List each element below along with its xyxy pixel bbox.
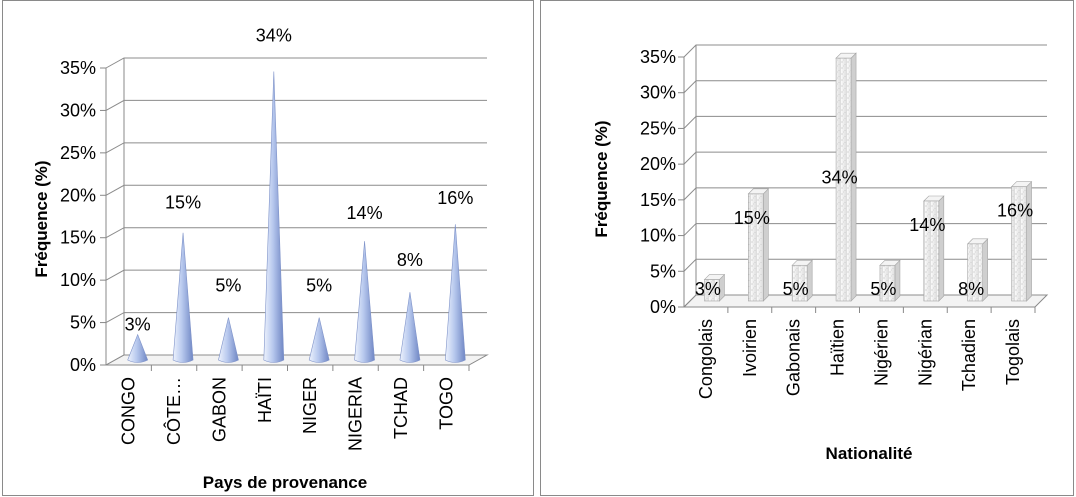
x-tick-label: Togolais xyxy=(1003,319,1023,385)
cone-bar xyxy=(172,232,194,363)
chart-floor xyxy=(682,294,1049,308)
x-tick-label: Tchadien xyxy=(959,319,979,391)
data-label: 14% xyxy=(909,215,945,235)
x-tick-label: CONGO xyxy=(119,377,139,445)
data-label: 16% xyxy=(437,188,473,208)
x-tick-label: Ivoirien xyxy=(740,319,760,377)
cone-bar xyxy=(127,333,149,363)
column-bar xyxy=(879,259,901,302)
data-label: 34% xyxy=(256,25,292,45)
data-label: 5% xyxy=(870,279,896,299)
gridline xyxy=(683,187,1047,201)
data-label: 8% xyxy=(958,279,984,299)
gridline xyxy=(105,312,487,324)
column-bar xyxy=(791,259,813,302)
x-axis-title: Nationalité xyxy=(826,444,913,463)
y-tick-label: 25% xyxy=(60,143,96,163)
gridline xyxy=(683,258,1047,272)
y-tick-label: 0% xyxy=(70,355,96,375)
x-tick-label: NIGERIA xyxy=(346,377,366,451)
column-bar xyxy=(966,238,989,302)
data-label: 3% xyxy=(125,315,151,335)
data-label: 16% xyxy=(997,201,1033,221)
gridline xyxy=(105,184,487,196)
x-tick-label: Congolais xyxy=(696,319,716,399)
y-tick-label: 35% xyxy=(60,58,96,78)
y-tick-label: 15% xyxy=(60,228,96,248)
x-tick-label: Gabonais xyxy=(784,319,804,396)
x-tick-label: CÔTE… xyxy=(163,377,184,445)
column-front xyxy=(923,200,940,302)
column-front xyxy=(748,193,764,302)
gridline xyxy=(105,99,487,111)
chart-panel-origin: 0% 5% 10% 15% 20% 25% 30% 35% 3% 15% 5% 34% 5% 14% 8%… xyxy=(2,0,534,496)
cone-bar xyxy=(308,317,330,363)
x-tick-label: NIGER xyxy=(300,377,320,434)
x-tick-label: TOGO xyxy=(436,377,456,430)
column-bar xyxy=(747,188,770,302)
data-label: 14% xyxy=(347,203,383,223)
gridline xyxy=(683,44,1047,58)
data-label: 5% xyxy=(215,276,241,296)
data-label: 34% xyxy=(822,168,858,188)
column-side xyxy=(1026,180,1032,302)
y-tick-label: 30% xyxy=(60,100,96,120)
column-front xyxy=(879,264,896,302)
column-front xyxy=(791,264,808,302)
x-tick-label: HAÏTI xyxy=(255,377,275,423)
column-chart-nationality: 0% 5% 10% 15% 20% 25% 30% 35% 3% 15% 5% 34% 5% 14% 8%… xyxy=(592,44,1049,463)
x-tick-label: TCHAD xyxy=(391,377,411,439)
y-tick-label: 25% xyxy=(640,118,676,138)
y-tick-label: 35% xyxy=(640,47,676,67)
column-front xyxy=(967,243,983,302)
gridline xyxy=(105,269,487,281)
y-tick-label: 0% xyxy=(650,297,676,317)
cone-bar xyxy=(218,317,239,363)
column-bar xyxy=(703,273,726,302)
gridline xyxy=(105,57,487,69)
column-side xyxy=(763,188,769,302)
y-tick-label: 15% xyxy=(640,190,676,210)
y-tick-label: 30% xyxy=(640,83,676,103)
y-tick-label: 5% xyxy=(650,261,676,281)
column-front xyxy=(835,57,852,302)
chart-floor xyxy=(104,354,489,366)
cone-bar xyxy=(354,241,375,363)
gridline xyxy=(683,151,1047,165)
data-label: 3% xyxy=(695,279,721,299)
x-tick-label: GABON xyxy=(209,377,229,442)
gridline xyxy=(105,227,487,239)
data-label: 5% xyxy=(306,276,332,296)
column-bar xyxy=(1010,180,1033,302)
gridline xyxy=(683,80,1047,94)
y-axis-title: Fréquence (%) xyxy=(32,160,51,277)
data-label: 15% xyxy=(734,208,770,228)
chart-panel-nationality: 0% 5% 10% 15% 20% 25% 30% 35% 3% 15% 5% 34% 5% 14% 8%… xyxy=(540,0,1074,496)
x-axis-title: Pays de provenance xyxy=(203,473,367,492)
column-bar xyxy=(835,52,857,302)
gridline xyxy=(683,115,1047,129)
data-label: 5% xyxy=(783,279,809,299)
column-side xyxy=(938,195,945,302)
data-label: 8% xyxy=(397,250,423,270)
cone-chart-origin: 0% 5% 10% 15% 20% 25% 30% 35% 3% 15% 5% 34% 5% 14% 8%… xyxy=(32,25,489,492)
gridline xyxy=(105,142,487,154)
y-tick-label: 20% xyxy=(640,154,676,174)
cone-bar xyxy=(399,292,421,363)
column-front xyxy=(704,279,720,302)
y-tick-label: 5% xyxy=(70,313,96,333)
cone-bar xyxy=(263,71,285,363)
y-axis-title: Fréquence (%) xyxy=(592,120,611,237)
column-bar xyxy=(923,195,945,302)
cone-bar xyxy=(444,224,466,363)
y-tick-label: 10% xyxy=(640,226,676,246)
x-tick-label: Haïtien xyxy=(828,319,848,376)
x-tick-label: Nigérien xyxy=(871,319,891,386)
column-front xyxy=(1011,186,1027,302)
x-tick-label: Nigérian xyxy=(915,319,935,386)
data-label: 15% xyxy=(165,193,201,213)
y-tick-label: 20% xyxy=(60,185,96,205)
y-tick-label: 10% xyxy=(60,270,96,290)
